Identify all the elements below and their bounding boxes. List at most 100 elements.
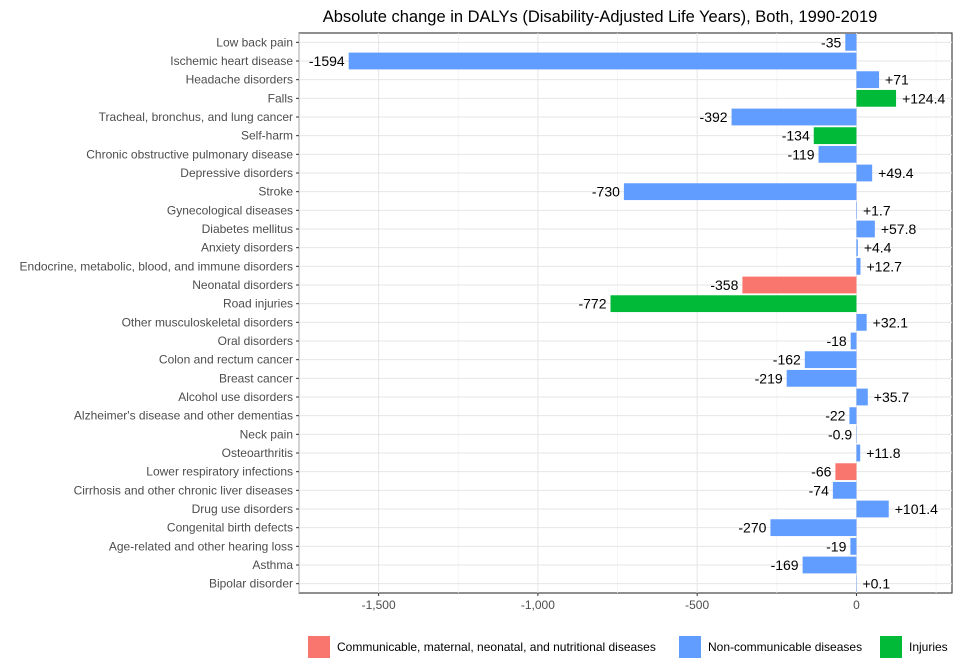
category-label: Diabetes mellitus	[202, 222, 293, 236]
data-label: -730	[592, 184, 620, 200]
category-label: Anxiety disorders	[201, 241, 293, 255]
bar	[856, 201, 857, 219]
data-label: -772	[578, 296, 606, 312]
category-label: Drug use disorders	[192, 502, 293, 516]
data-label: +71	[885, 72, 909, 88]
data-label: -19	[826, 538, 846, 554]
data-label: +32.1	[873, 314, 909, 330]
category-label: Self-harm	[241, 129, 293, 143]
category-label: Depressive disorders	[180, 166, 293, 180]
bar	[770, 519, 857, 537]
category-label: Stroke	[258, 185, 293, 199]
category-label: Cirrhosis and other chronic liver diseas…	[74, 483, 293, 497]
bar	[856, 220, 875, 238]
category-label: Falls	[268, 91, 293, 105]
data-label: -35	[821, 34, 841, 50]
bar	[818, 145, 857, 163]
x-tick-label: -1,500	[362, 598, 396, 612]
x-tick-label: -1,000	[521, 598, 555, 612]
data-label: +4.4	[864, 240, 892, 256]
bar-layer	[348, 33, 897, 593]
bar	[348, 52, 857, 70]
data-label: -1594	[309, 53, 345, 69]
legend-label: Non-communicable diseases	[708, 640, 862, 654]
data-label: -18	[826, 333, 846, 349]
data-label: +1.7	[863, 202, 891, 218]
data-label-layer: -35 -1594 +71 +124.4 -392 -134 -119 +49.4 -730 +1…	[309, 34, 946, 591]
bar	[742, 276, 857, 294]
data-label: +0.1	[862, 576, 890, 592]
category-label: Endocrine, metabolic, blood, and immune …	[20, 259, 293, 273]
bar	[731, 108, 857, 126]
bar	[856, 444, 861, 462]
legend-label: Injuries	[909, 640, 948, 654]
data-label: +101.4	[895, 501, 938, 517]
category-label: Road injuries	[223, 297, 293, 311]
category-label: Congenital birth defects	[167, 521, 293, 535]
bar	[856, 388, 868, 406]
bar	[610, 295, 857, 313]
plot-panel	[298, 32, 953, 594]
category-label: Osteoarthritis	[222, 446, 293, 460]
bar	[856, 89, 897, 107]
bar	[832, 481, 857, 499]
bar	[856, 500, 889, 518]
plot-border	[298, 32, 953, 594]
category-label-layer: Low back pain Ischemic heart disease Heada…	[20, 35, 299, 591]
category-label: Colon and rectum cancer	[159, 353, 293, 367]
bar	[856, 239, 858, 257]
bar	[856, 313, 867, 331]
data-label: +12.7	[866, 258, 902, 274]
category-label: Headache disorders	[186, 73, 293, 87]
category-label: Other musculoskeletal disorders	[122, 315, 293, 329]
category-label: Low back pain	[216, 35, 293, 49]
x-axis: -1,500 -1,000 -500 0	[362, 593, 860, 612]
category-label: Asthma	[252, 558, 293, 572]
legend-swatch	[308, 636, 330, 658]
category-label: Ischemic heart disease	[170, 54, 293, 68]
bar	[813, 127, 857, 145]
data-label: +49.4	[878, 165, 914, 181]
category-label: Lower respiratory infections	[146, 465, 293, 479]
x-tick-label: -500	[685, 598, 709, 612]
data-label: +35.7	[874, 389, 910, 405]
bar	[850, 332, 857, 350]
bar	[786, 369, 857, 387]
data-label: -22	[825, 408, 845, 424]
category-label: Gynecological diseases	[167, 203, 293, 217]
data-label: -134	[782, 128, 810, 144]
data-label: -219	[755, 370, 783, 386]
bar	[856, 71, 880, 89]
category-label: Tracheal, bronchus, and lung cancer	[99, 110, 293, 124]
data-label: -270	[738, 520, 766, 536]
data-label: -74	[809, 482, 829, 498]
bar	[802, 556, 857, 574]
category-label: Alcohol use disorders	[178, 390, 293, 404]
category-label: Breast cancer	[219, 371, 293, 385]
data-label: -119	[788, 146, 815, 162]
data-label: +11.8	[866, 445, 901, 461]
data-label: +124.4	[902, 90, 945, 106]
category-label: Age-related and other hearing loss	[109, 539, 293, 553]
data-label: -358	[710, 277, 738, 293]
legend: Communicable, maternal, neonatal, and nu…	[308, 636, 948, 658]
bar	[856, 164, 873, 182]
category-label: Neonatal disorders	[192, 278, 293, 292]
bar	[849, 407, 857, 425]
bar	[835, 463, 857, 481]
bar	[850, 537, 857, 555]
x-tick-label: 0	[853, 598, 860, 612]
data-label: -66	[811, 464, 831, 480]
data-label: +57.8	[881, 221, 917, 237]
legend-label: Communicable, maternal, neonatal, and nu…	[337, 640, 656, 654]
bar	[856, 257, 861, 275]
bar	[845, 33, 857, 51]
data-label: -0.9	[828, 426, 852, 442]
category-label: Oral disorders	[218, 334, 293, 348]
legend-swatch	[679, 636, 701, 658]
bar	[623, 183, 857, 201]
category-label: Bipolar disorder	[209, 577, 293, 591]
category-label: Neck pain	[240, 427, 293, 441]
chart-title: Absolute change in DALYs (Disability-Adj…	[323, 8, 878, 26]
